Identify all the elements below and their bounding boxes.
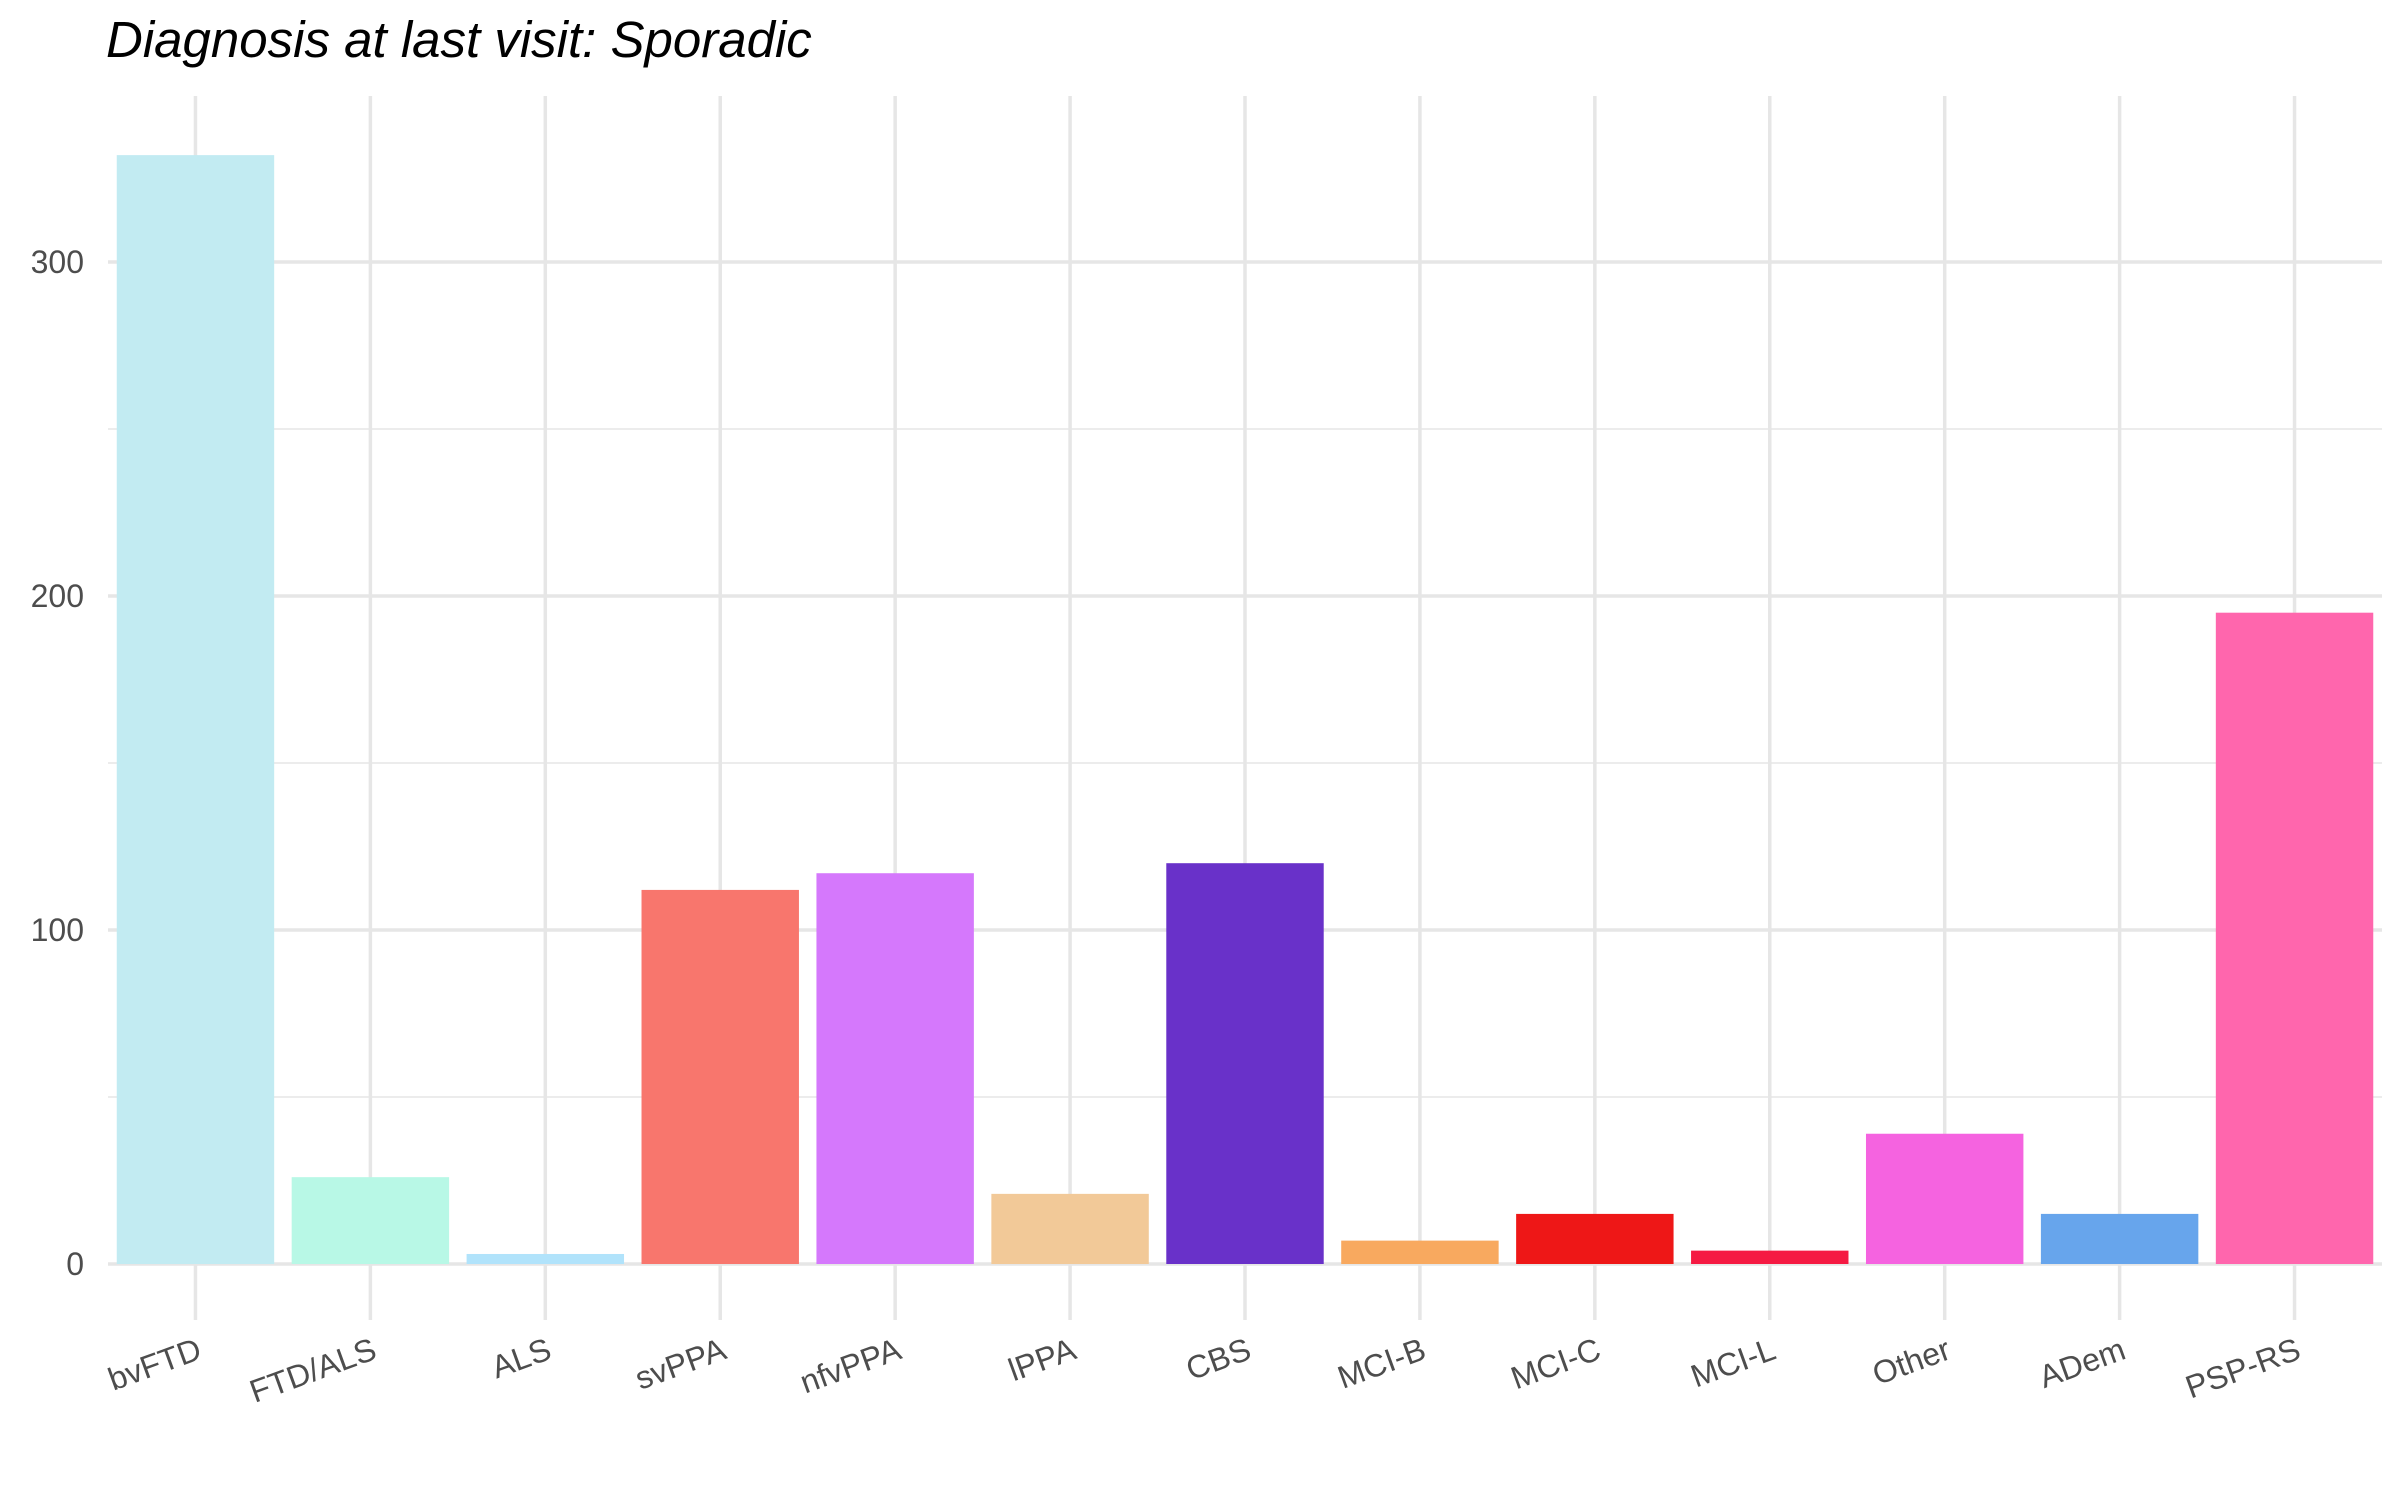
bar-psp-rs [2215,612,2374,1264]
x-tick-label: Other [1868,1331,1956,1392]
x-tick-label: MCI-C [1506,1331,1605,1396]
bar-adem [2040,1213,2199,1264]
bar-cbs [1166,863,1324,1264]
bar-nfvppa [816,873,974,1264]
x-tick-label: ADem [2034,1331,2130,1395]
x-tick-label: lPPA [1004,1331,1082,1389]
bar-als [466,1253,625,1264]
x-tick-label: PSP-RS [2181,1331,2305,1406]
chart-title: Diagnosis at last visit: Sporadic [106,11,812,68]
bar-lppa [991,1193,1149,1264]
x-tick-label: bvFTD [103,1331,206,1398]
x-tick-label: nfvPPA [795,1331,906,1401]
bar-other [1865,1133,2024,1264]
x-tick-label: ALS [487,1331,556,1386]
bar-bvftd [116,155,275,1264]
y-tick-label: 0 [66,1246,84,1282]
x-tick-label: MCI-B [1333,1331,1431,1396]
y-tick-label: 300 [31,244,84,280]
bar-mci-c [1516,1213,1674,1264]
bar-mci-l [1691,1250,1849,1264]
x-tick-label: MCI-L [1686,1331,1780,1395]
bar-svppa [641,889,799,1264]
bar-mci-b [1341,1240,1499,1264]
y-tick-label: 100 [31,912,84,948]
y-axis: 0 100 200 300 [31,244,84,1282]
bars [116,155,2374,1264]
bar-ftd-als [291,1177,450,1264]
x-tick-label: CBS [1181,1331,1255,1387]
x-axis: bvFTD FTD/ALS ALS svPPA nfvPPA lPPA CBS MCI-B MC… [103,1331,2305,1410]
x-tick-label: svPPA [630,1331,731,1397]
x-tick-label: FTD/ALS [245,1331,381,1410]
y-tick-label: 200 [31,578,84,614]
